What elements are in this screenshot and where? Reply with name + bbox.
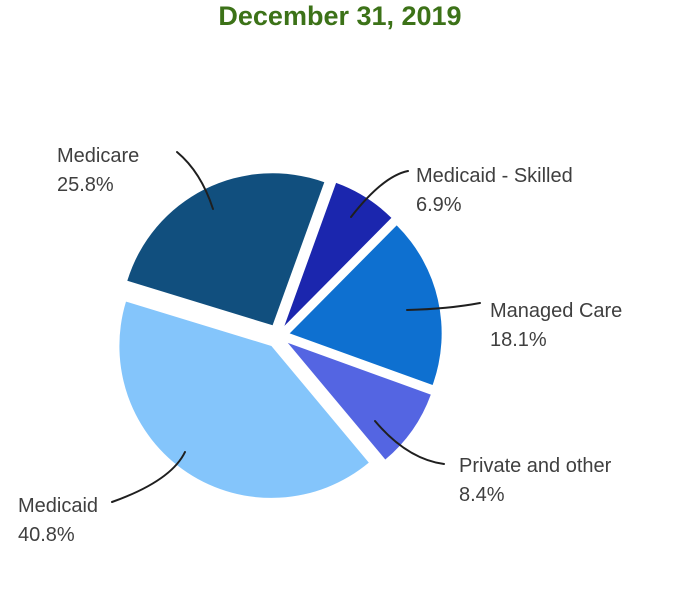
slice-value: 40.8% bbox=[18, 524, 75, 546]
slice-label-medicare: Medicare 25.8% bbox=[57, 142, 139, 200]
slice-label-medicaid: Medicaid 40.8% bbox=[18, 492, 98, 550]
slice-name: Medicaid bbox=[18, 495, 99, 517]
slice-name: Medicare bbox=[57, 145, 140, 167]
chart-title: December 31, 2019 bbox=[218, 1, 462, 31]
pie-slice-medicaid bbox=[119, 301, 369, 498]
slice-label-medicaid-skilled: Medicaid - Skilled 6.9% bbox=[416, 162, 573, 220]
slice-label-managed-care: Managed Care 18.1% bbox=[490, 297, 622, 355]
leader-line bbox=[176, 151, 214, 210]
pie-slice-private-and-other bbox=[287, 342, 431, 460]
leader-line bbox=[111, 451, 186, 503]
pie-slice-medicaid-skilled bbox=[284, 182, 392, 326]
pie-slice-managed-care bbox=[289, 225, 442, 385]
slice-label-private-and-other: Private and other 8.4% bbox=[459, 452, 611, 510]
leader-line bbox=[350, 170, 409, 218]
slice-value: 8.4% bbox=[459, 484, 505, 506]
slice-name: Private and other bbox=[459, 455, 612, 477]
slice-value: 18.1% bbox=[490, 329, 547, 351]
slice-name: Medicaid - Skilled bbox=[416, 165, 573, 187]
slice-name: Managed Care bbox=[490, 300, 623, 322]
leader-line bbox=[406, 302, 481, 311]
leader-line bbox=[374, 420, 445, 465]
slice-value: 6.9% bbox=[416, 194, 462, 216]
pie-slice-medicare bbox=[127, 173, 325, 326]
slice-value: 25.8% bbox=[57, 174, 114, 196]
